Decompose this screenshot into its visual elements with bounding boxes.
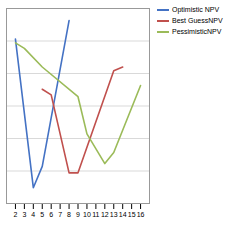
svg-text:7: 7: [58, 211, 62, 218]
svg-text:15: 15: [128, 211, 136, 218]
html-text:PessimisticNPV: PessimisticNPV: [172, 28, 222, 35]
svg-text:8: 8: [67, 211, 71, 218]
html-text:Best GuessNPV: Best GuessNPV: [172, 17, 223, 24]
html-text:Optimistic NPV: Optimistic NPV: [172, 6, 220, 13]
svg-text:10: 10: [83, 211, 91, 218]
svg-text:11: 11: [92, 211, 99, 218]
svg-text:13: 13: [110, 211, 118, 218]
svg-text:16: 16: [137, 211, 145, 218]
svg-text:9: 9: [76, 211, 80, 218]
svg-text:6: 6: [49, 211, 53, 218]
svg-text:5: 5: [40, 211, 44, 218]
svg-text:4: 4: [31, 211, 35, 218]
svg-text:3: 3: [22, 211, 26, 218]
svg-text:12: 12: [101, 211, 109, 218]
svg-text:2: 2: [13, 211, 17, 218]
svg-text:14: 14: [119, 211, 127, 218]
